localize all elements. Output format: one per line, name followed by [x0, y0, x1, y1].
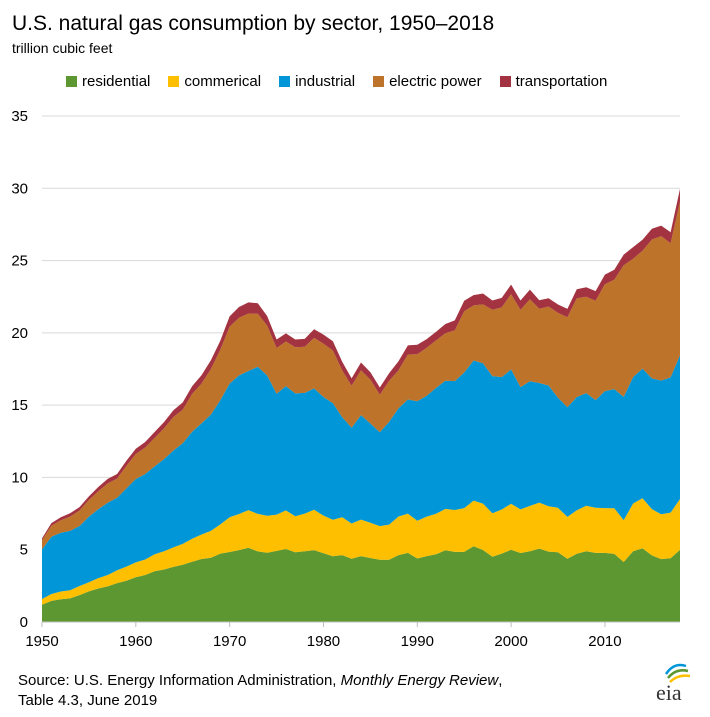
legend-swatch — [168, 76, 180, 87]
legend-label: residential — [82, 73, 151, 90]
area-electric-power — [42, 201, 680, 550]
x-tick-label: 2000 — [494, 633, 527, 650]
legend-swatch — [373, 76, 385, 87]
legend-label: transportation — [515, 73, 608, 90]
legend-swatch — [66, 76, 77, 87]
x-tick-label: 1980 — [307, 633, 340, 650]
legend-item: industrial — [279, 73, 355, 90]
legend-item: transportation — [499, 73, 608, 90]
x-tick-label: 1960 — [119, 633, 152, 650]
y-tick-label: 35 — [11, 108, 28, 125]
y-tick-label: 20 — [11, 325, 28, 342]
legend-item: electric power — [373, 73, 482, 90]
legend-item: residential — [66, 73, 150, 90]
y-tick-label: 0 — [20, 614, 28, 631]
chart-title: U.S. natural gas consumption by sector, … — [12, 12, 495, 35]
area-industrial — [42, 355, 680, 599]
y-tick-label: 5 — [20, 542, 28, 559]
area-residential — [42, 546, 680, 622]
area-transportation — [42, 188, 680, 541]
chart-subtitle: trillion cubic feet — [12, 40, 113, 56]
x-tick-label: 1970 — [213, 633, 246, 650]
x-tick-label: 1990 — [401, 633, 434, 650]
source-note: Source: U.S. Energy Information Administ… — [18, 671, 502, 711]
source-suffix: , — [498, 672, 503, 689]
area-commerical — [42, 498, 680, 605]
y-tick-label: 30 — [11, 180, 28, 197]
source-italic: Monthly Energy Review — [340, 672, 499, 689]
source-prefix: Source: U.S. Energy Information Administ… — [18, 672, 341, 689]
legend: residential commerical industrial electric … — [66, 73, 607, 90]
y-tick-label: 25 — [11, 253, 28, 270]
legend-swatch — [499, 76, 511, 87]
x-tick-label: 1950 — [25, 633, 58, 650]
x-tick-label: 2010 — [588, 633, 621, 650]
y-tick-label: 15 — [11, 397, 28, 414]
legend-label: electric power — [389, 73, 482, 90]
legend-label: industrial — [295, 73, 356, 90]
legend-label: commerical — [184, 73, 262, 90]
svg-text:eia: eia — [656, 680, 682, 704]
eia-logo: eia — [656, 663, 691, 704]
y-tick-label: 10 — [11, 469, 28, 486]
source-line2: Table 4.3, June 2019 — [18, 692, 158, 709]
legend-swatch — [279, 76, 291, 87]
legend-item: commerical — [168, 73, 261, 90]
